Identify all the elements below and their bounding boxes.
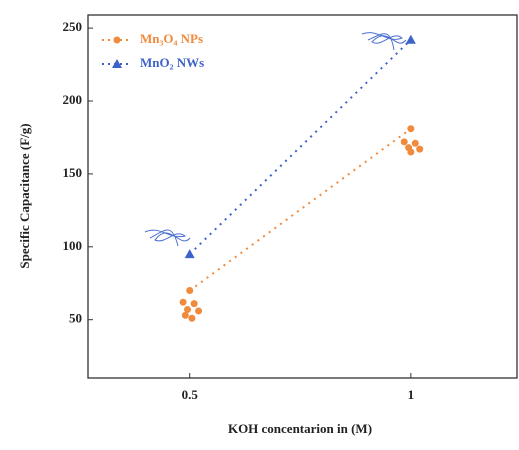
data-point [188,314,196,322]
y-tick-label: 200 [63,92,83,107]
y-tick-label: 100 [63,238,83,253]
data-point [181,311,189,319]
data-point [190,300,198,308]
legend-marker [112,59,122,68]
x-tick-label: 1 [408,387,415,402]
data-point [179,298,187,306]
x-tick-label: 0.5 [182,387,199,402]
data-point [400,138,408,146]
data-point [405,34,416,44]
data-point [407,125,415,133]
y-tick-label: 150 [63,165,83,180]
series-line [189,39,412,255]
nanowire-icon [144,32,407,247]
data-point [407,148,415,156]
plot-frame [87,14,518,379]
legend-label: Mn₃O₄ NPs [140,31,203,46]
legend-marker [113,36,121,44]
data-point [195,307,203,315]
legend-label: MnO₂ NWs [140,55,204,70]
y-tick-label: 50 [69,311,82,326]
series-line [189,127,412,292]
y-tick-label: 250 [63,19,83,34]
y-axis-label: Specific Capacitance (F/g) [17,123,32,268]
data-point [184,249,195,259]
data-point [416,145,424,153]
data-point [186,287,194,295]
data-point [184,305,192,313]
x-axis-label: KOH concentarion in (M) [228,421,372,436]
data-point [411,139,419,147]
